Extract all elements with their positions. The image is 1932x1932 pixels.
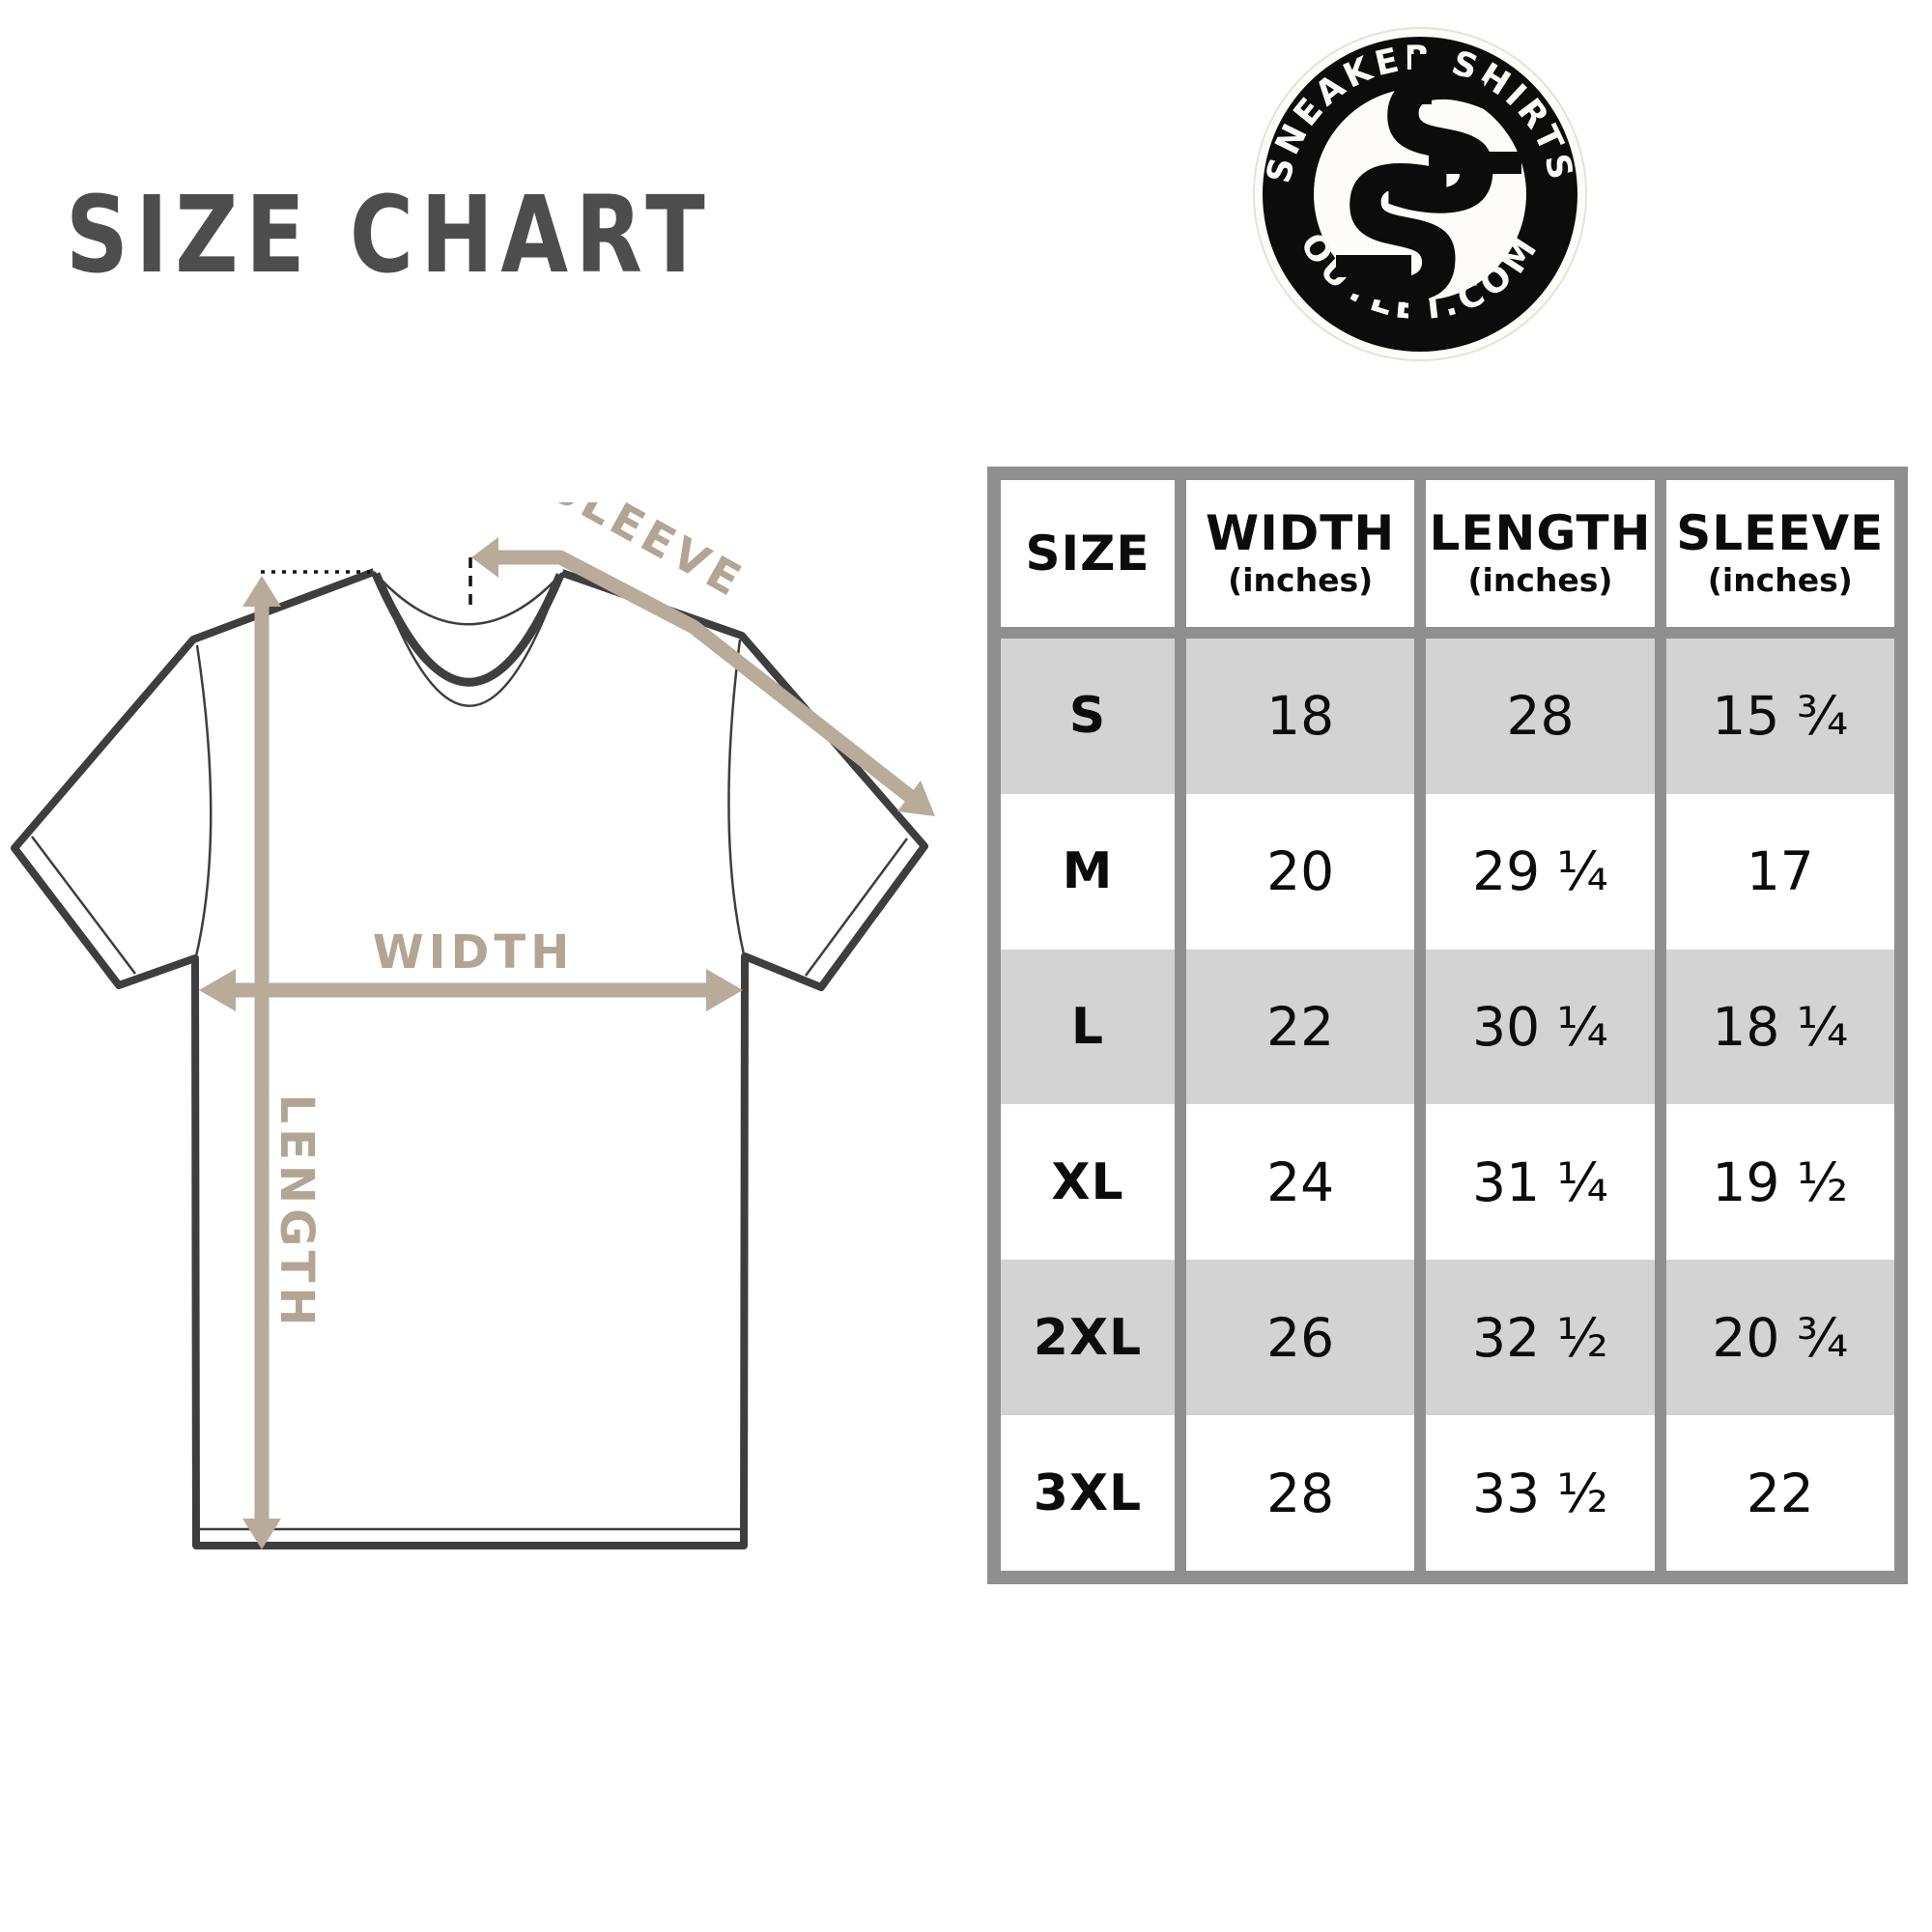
table-cell: 31 ¼ [1426, 1104, 1655, 1261]
table-cell: L [1001, 949, 1175, 1105]
size-value: L [1070, 998, 1105, 1057]
page-title-text: SIZE CHART [66, 173, 713, 297]
logo-monogram: S S [1336, 41, 1521, 343]
length-value: 30 ¼ [1472, 996, 1608, 1059]
table-cell: 28 [1426, 639, 1655, 794]
table-cell: XL [1001, 1104, 1175, 1261]
sleeve-arrow-shaft [495, 550, 917, 804]
header-width-unit: (inches) [1228, 560, 1374, 599]
sleeve-arrowhead-left [471, 537, 498, 578]
table-cell: 22 [1665, 1415, 1894, 1571]
table-cell: M [1001, 793, 1175, 950]
size-value: S [1068, 687, 1107, 746]
header-sleeve-unit: (inches) [1707, 560, 1853, 599]
left-cuff-seam [31, 836, 136, 975]
logo-inner-circle [1314, 88, 1526, 300]
table-cell: 20 ¾ [1665, 1260, 1894, 1416]
table-cell: 22 [1186, 949, 1415, 1105]
header-sleeve-label: SLEEVE [1676, 505, 1885, 562]
table-cell: 3XL [1001, 1415, 1175, 1571]
sleeve-value: 20 ¾ [1712, 1306, 1849, 1369]
collar-back-arc [373, 571, 563, 626]
header-width-label: WIDTH [1206, 505, 1396, 562]
table-cell: 19 ½ [1665, 1104, 1894, 1261]
table-cell: S [1001, 639, 1175, 794]
length-label: LENGTH [270, 1094, 324, 1330]
table-cell: 32 ½ [1426, 1260, 1655, 1416]
header-cell-size: SIZE [1001, 480, 1175, 627]
sleeve-value: 18 ¼ [1712, 996, 1849, 1059]
logo-monogram-top-stem [1411, 54, 1432, 104]
header-size-label: SIZE [1025, 525, 1151, 582]
size-value: 3XL [1033, 1463, 1143, 1522]
width-value: 24 [1266, 1151, 1335, 1213]
table-cell: 17 [1665, 793, 1894, 950]
table-cell: 18 ¼ [1665, 949, 1894, 1105]
tshirt-body-fill [14, 572, 924, 1546]
logo-monogram-s1: S [1375, 41, 1507, 254]
header-cell-sleeve: SLEEVE (inches) [1665, 480, 1894, 627]
tshirt-outline [11, 568, 928, 1549]
width-arrowhead-right [706, 969, 743, 1011]
width-arrowhead-left [199, 969, 236, 1011]
collar-front-arc [371, 572, 565, 687]
width-value: 26 [1266, 1306, 1335, 1369]
width-value: 20 [1266, 840, 1335, 903]
tshirt-diagram: WIDTH LENGTH SLEEVE [11, 502, 935, 1549]
logo-monogram-left-bar [1336, 255, 1411, 277]
length-value: 28 [1506, 685, 1575, 748]
brand-logo-badge: SNEAKER SHIRTS OUTLET.COM S S [1253, 27, 1587, 361]
length-value: 31 ¼ [1472, 1151, 1608, 1213]
length-arrowhead-bottom [242, 1519, 281, 1549]
right-cuff-seam [804, 838, 909, 977]
table-cell: 26 [1186, 1260, 1415, 1416]
length-value: 33 ½ [1472, 1462, 1608, 1524]
size-value: XL [1051, 1152, 1124, 1211]
sleeve-value: 15 ¾ [1712, 685, 1849, 748]
header-cell-width: WIDTH (inches) [1186, 480, 1415, 627]
width-label: WIDTH [373, 925, 575, 980]
header-length-label: LENGTH [1429, 505, 1652, 562]
sleeve-value: 19 ½ [1712, 1151, 1849, 1213]
logo-monogram-right-bar [1429, 152, 1521, 174]
size-table-body: S 18 28 15 ¾ M 20 29 ¼ 17 L 22 30 ¼ 18 ¼… [1001, 639, 1894, 1571]
logo-monogram-bottom-stem [1408, 278, 1429, 332]
sleeve-arrowhead-right [897, 781, 935, 816]
sleeve-value: 22 [1746, 1462, 1814, 1524]
measure-arrows [199, 537, 935, 1549]
sleeve-value: 17 [1746, 840, 1814, 903]
table-cell: 18 [1186, 639, 1415, 794]
length-arrowhead-top [242, 576, 281, 607]
size-table: SIZE WIDTH (inches) LENGTH (inches) SLEE… [987, 467, 1908, 1584]
size-value: M [1062, 842, 1114, 901]
table-cell: 29 ¼ [1426, 793, 1655, 950]
right-armhole-seam [727, 639, 746, 955]
collar-rib-arc [378, 580, 560, 707]
table-cell: 33 ½ [1426, 1415, 1655, 1571]
page-title: SIZE CHART [66, 182, 854, 288]
length-value: 29 ¼ [1472, 840, 1608, 903]
table-cell: 15 ¾ [1665, 639, 1894, 794]
length-value: 32 ½ [1472, 1306, 1608, 1369]
table-cell: 28 [1186, 1415, 1415, 1571]
table-cell: 20 [1186, 793, 1415, 950]
width-value: 22 [1266, 996, 1335, 1059]
width-value: 18 [1266, 685, 1335, 748]
width-value: 28 [1266, 1462, 1335, 1524]
header-length-unit: (inches) [1467, 560, 1613, 599]
table-cell: 2XL [1001, 1260, 1175, 1416]
size-value: 2XL [1033, 1308, 1143, 1367]
size-table-header: SIZE WIDTH (inches) LENGTH (inches) SLEE… [1001, 480, 1894, 627]
table-cell: 24 [1186, 1104, 1415, 1261]
header-cell-length: LENGTH (inches) [1426, 480, 1655, 627]
table-cell: 30 ¼ [1426, 949, 1655, 1105]
left-armhole-seam [194, 644, 213, 957]
